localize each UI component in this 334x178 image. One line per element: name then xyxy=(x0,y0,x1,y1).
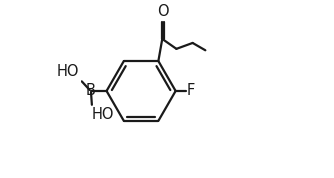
Text: F: F xyxy=(187,83,195,98)
Text: HO: HO xyxy=(57,64,79,79)
Text: HO: HO xyxy=(92,107,114,122)
Text: O: O xyxy=(158,4,169,19)
Text: B: B xyxy=(86,83,96,98)
